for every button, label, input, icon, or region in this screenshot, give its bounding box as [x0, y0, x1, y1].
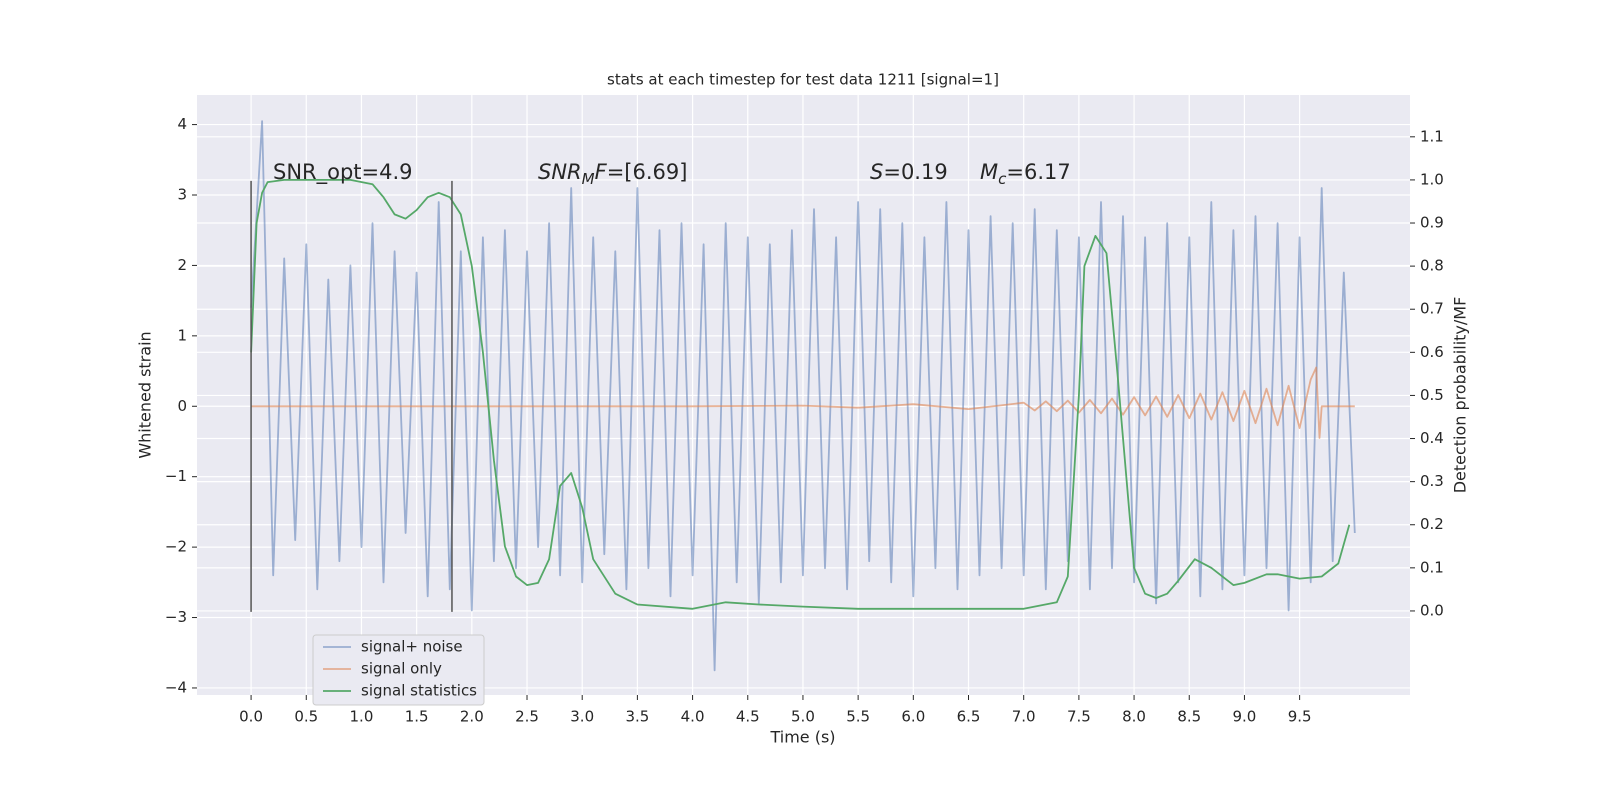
x-tick-label: 1.5: [405, 708, 429, 726]
x-tick-label: 5.5: [846, 708, 870, 726]
annotation: S=0.19: [870, 160, 948, 184]
x-tick-label: 6.0: [901, 708, 925, 726]
y2-tick-label: 0.2: [1420, 515, 1444, 533]
annotation-part: =0.19: [883, 160, 947, 184]
x-tick-label: 4.5: [736, 708, 760, 726]
x-tick-label: 6.5: [957, 708, 981, 726]
x-tick-label: 7.0: [1012, 708, 1036, 726]
y-tick-label: 4: [177, 115, 187, 133]
y-tick-label: −3: [165, 608, 187, 626]
annotation-part: =[6.69]: [607, 160, 688, 184]
x-tick-label: 5.0: [791, 708, 815, 726]
x-tick-label: 9.5: [1288, 708, 1312, 726]
x-tick-label: 9.0: [1233, 708, 1257, 726]
annotation: SNRMF=[6.69]: [538, 160, 687, 188]
legend-label: signal statistics: [361, 682, 477, 700]
y-axis-label: Whitened strain: [136, 331, 155, 458]
y2-tick-label: 1.1: [1420, 127, 1444, 145]
chart-title: stats at each timestep for test data 121…: [607, 71, 999, 89]
series-line: [250, 120, 1356, 672]
series-line: [250, 179, 1351, 610]
y2-tick-label: 0.4: [1420, 429, 1444, 447]
legend-label: signal only: [361, 660, 442, 678]
y-tick-label: −1: [165, 467, 187, 485]
x-tick-label: 2.5: [515, 708, 539, 726]
annotation-part: SNR: [538, 160, 582, 184]
annotation-part: c: [998, 170, 1007, 188]
annotation-part: M: [980, 160, 998, 184]
x-tick-label: 8.0: [1122, 708, 1146, 726]
x-axis-label: Time (s): [769, 728, 835, 747]
y2-tick-label: 0.6: [1420, 343, 1444, 361]
y-tick-label: 1: [177, 326, 187, 344]
y2-tick-label: 0.9: [1420, 214, 1444, 232]
y-tick-label: −4: [165, 678, 187, 696]
x-tick-label: 3.0: [570, 708, 594, 726]
x-tick-label: 8.5: [1177, 708, 1201, 726]
y-tick-label: −2: [165, 538, 187, 556]
y2-tick-label: 0.5: [1420, 386, 1444, 404]
legend-box: [312, 634, 485, 706]
annotation-part: S: [870, 160, 883, 184]
annotation: SNR_opt=4.9: [273, 160, 413, 185]
y2-tick-label: 0.3: [1420, 472, 1444, 490]
y2-tick-label: 0.8: [1420, 257, 1444, 275]
x-tick-label: 1.0: [350, 708, 374, 726]
x-tick-label: 0.5: [294, 708, 318, 726]
annotation-part: SNR_opt=4.9: [273, 160, 413, 185]
x-tick-label: 2.0: [460, 708, 484, 726]
x-tick-label: 0.0: [239, 708, 263, 726]
annotation: Mc=6.17: [980, 160, 1071, 188]
y2-tick-label: 1.0: [1420, 170, 1444, 188]
series-line: [251, 366, 1355, 439]
annotation-part: F: [595, 160, 608, 184]
y2-tick-label: 0.1: [1420, 558, 1444, 576]
legend-label: signal+ noise: [361, 638, 463, 656]
annotation-part: =6.17: [1006, 160, 1070, 184]
x-tick-label: 4.0: [681, 708, 705, 726]
x-tick-label: 7.5: [1067, 708, 1091, 726]
x-tick-label: 3.5: [625, 708, 649, 726]
y2-axis-label: Detection probability/MF: [1451, 297, 1470, 494]
y2-tick-label: 0.0: [1420, 601, 1444, 619]
y-tick-label: 0: [177, 397, 187, 415]
y-tick-label: 2: [177, 256, 187, 274]
annotation-part: M: [582, 170, 595, 188]
y2-tick-label: 0.7: [1420, 300, 1444, 318]
y-tick-label: 3: [177, 186, 187, 204]
